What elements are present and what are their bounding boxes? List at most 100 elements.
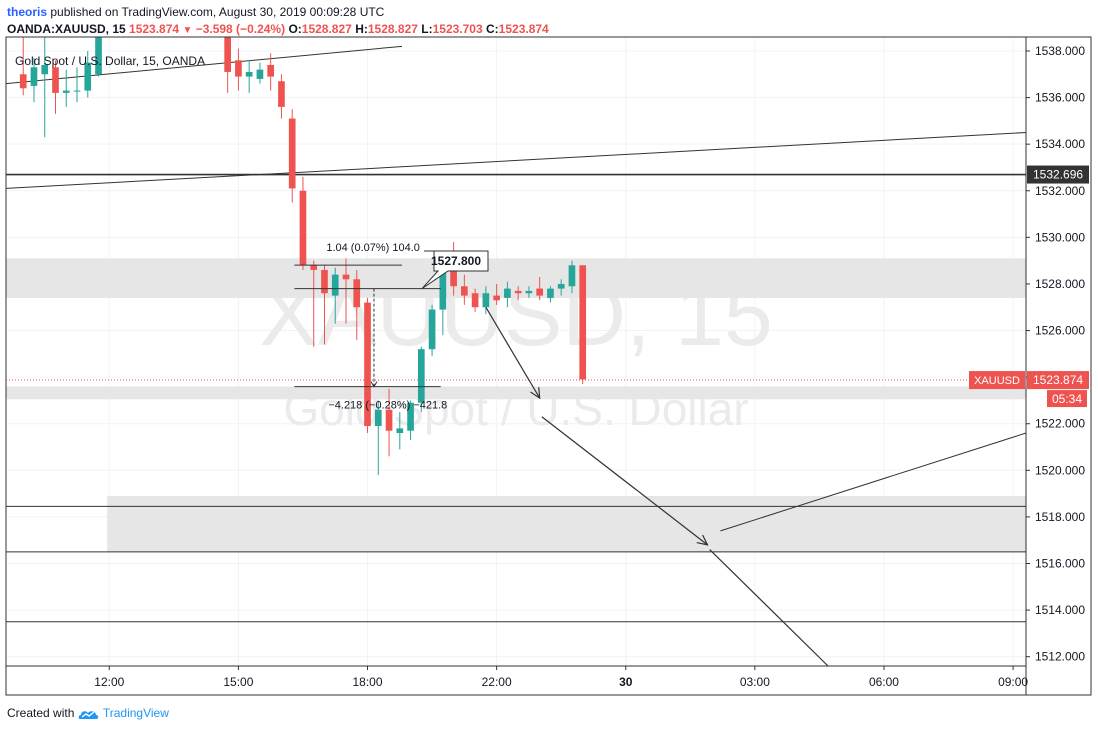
measure-upper-label: 1.04 (0.07%) 104.0 — [326, 242, 420, 254]
candle-body-down — [385, 409, 393, 431]
candle-body-down — [288, 118, 296, 189]
price-labels: 1532.696 XAUUSD 1523.874 05:34 — [969, 165, 1089, 408]
price-tick-label: 1522.000 — [1035, 417, 1085, 431]
trend-line — [720, 432, 1027, 532]
time-tick-label: 30 — [619, 675, 633, 689]
candle-body-down — [310, 265, 318, 270]
candle-body-down — [19, 74, 27, 89]
price-tick-label: 1516.000 — [1035, 556, 1085, 570]
trend-line — [5, 45, 402, 85]
time-axis[interactable]: 12:00 15:00 18:00 22:00 30 03:00 06:00 09:00 — [94, 666, 1028, 689]
candle-body-up — [428, 309, 436, 350]
forecast-arrow — [485, 306, 541, 399]
price-tick-label: 1530.000 — [1035, 230, 1085, 244]
price-callout-bubble — [421, 250, 489, 290]
price-tick-label: 1532.000 — [1035, 184, 1085, 198]
candle-body-up — [245, 71, 253, 77]
price-tick-label: 1528.000 — [1035, 277, 1085, 291]
down-triangle-icon: ▼ — [182, 25, 193, 36]
price-tick-label: 1518.000 — [1035, 510, 1085, 524]
candle-body-up — [62, 90, 70, 93]
legend-title: Gold Spot / U.S. Dollar, 15, OANDA — [15, 54, 205, 68]
arrows — [485, 306, 829, 667]
price-tick-label: 1536.000 — [1035, 91, 1085, 105]
level-price-badge-text: 1532.696 — [1033, 168, 1083, 182]
candle-body-up — [525, 290, 533, 294]
time-tick-label: 03:00 — [740, 675, 770, 689]
candle-body-up — [557, 283, 565, 289]
candle-body-down — [450, 267, 457, 287]
candle-body-down — [224, 37, 231, 72]
candle-body-down — [278, 81, 285, 107]
author-link[interactable]: theoris — [7, 5, 48, 19]
countdown-badge-text: 05:34 — [1052, 392, 1082, 406]
time-tick-label: 12:00 — [94, 675, 124, 689]
support-resistance-zone — [6, 386, 1026, 400]
price-callout-text: 1527.800 — [431, 254, 481, 268]
low-label: L: — [421, 22, 433, 36]
symbol-tag-text: XAUUSD — [974, 375, 1020, 387]
price-axis[interactable]: 1512.000 1514.000 1516.000 1518.000 1520.000… — [1026, 44, 1085, 664]
candle-body-up — [374, 409, 382, 427]
price-tick-label: 1512.000 — [1035, 650, 1085, 664]
last-price-badge — [1027, 371, 1089, 390]
candle-body-up — [30, 67, 38, 86]
forecast-arrow-head — [696, 534, 709, 546]
candle-body-up — [407, 402, 414, 431]
candle-body-down — [364, 302, 371, 427]
candle-body-down — [471, 293, 479, 308]
low-value: 1523.703 — [432, 22, 483, 36]
candle-body-down — [493, 295, 500, 301]
level-price-badge — [1027, 165, 1089, 184]
price-tick-label: 1520.000 — [1035, 463, 1085, 477]
price-tick-label: 1534.000 — [1035, 137, 1085, 151]
candle-body-up — [482, 293, 490, 308]
published-text: published on TradingView.com, August 30,… — [47, 5, 385, 19]
candle-body-down — [514, 290, 522, 294]
time-tick-label: 09:00 — [998, 675, 1028, 689]
candle-body-down — [579, 265, 587, 380]
candle-body-down — [299, 190, 307, 266]
forecast-arrow-head — [530, 387, 541, 400]
candle-body-up — [256, 69, 264, 79]
tradingview-brand[interactable]: TradingView — [102, 706, 169, 720]
projection-line — [709, 549, 829, 667]
forecast-arrow — [541, 416, 708, 546]
candle-body-down — [461, 286, 468, 296]
candle-body-down — [321, 269, 328, 294]
high-value: 1528.827 — [367, 22, 418, 36]
created-with-text: Created with — [7, 706, 75, 720]
symbol-tag — [969, 371, 1025, 390]
candle-body-up — [504, 288, 511, 298]
candle-body-down — [353, 279, 361, 308]
candle-body-down — [267, 64, 275, 77]
footer: Created with TradingView — [7, 706, 169, 721]
candle-body-up — [73, 90, 81, 92]
open-label: O: — [288, 22, 302, 36]
time-tick-label: 06:00 — [869, 675, 899, 689]
tradingview-cloud-icon — [78, 711, 98, 719]
change-value: −3.598 (−0.24%) — [195, 22, 286, 36]
candle-body-up — [331, 274, 339, 296]
last-price-badge-text: 1523.874 — [1033, 373, 1083, 387]
trend-line — [5, 132, 1027, 189]
symbol-label: OANDA:XAUUSD, 15 — [7, 22, 126, 36]
measure-lower-label: −4.218 (−0.28%) −421.8 — [328, 400, 447, 412]
price-tick-label: 1514.000 — [1035, 603, 1085, 617]
candle-body-up — [439, 267, 447, 310]
support-resistance-zone — [107, 495, 1027, 552]
candle-body-down — [235, 60, 242, 77]
close-value: 1523.874 — [498, 22, 549, 36]
time-tick-label: 15:00 — [223, 675, 253, 689]
measure-tool: 1.04 (0.07%) 104.0 −4.218 (−0.28%) −421.8… — [294, 242, 489, 412]
candle-body-up — [84, 62, 92, 91]
ohlc-header: OANDA:XAUUSD, 15 1523.874 ▼ −3.598 (−0.2… — [7, 22, 549, 36]
time-tick-label: 18:00 — [353, 675, 383, 689]
candle-body-up — [547, 288, 554, 298]
candle-body-up — [95, 37, 102, 75]
publication-line: theoris published on TradingView.com, Au… — [7, 5, 384, 19]
high-label: H: — [355, 22, 368, 36]
price-tick-label: 1526.000 — [1035, 324, 1085, 338]
candle-body-down — [342, 274, 350, 280]
